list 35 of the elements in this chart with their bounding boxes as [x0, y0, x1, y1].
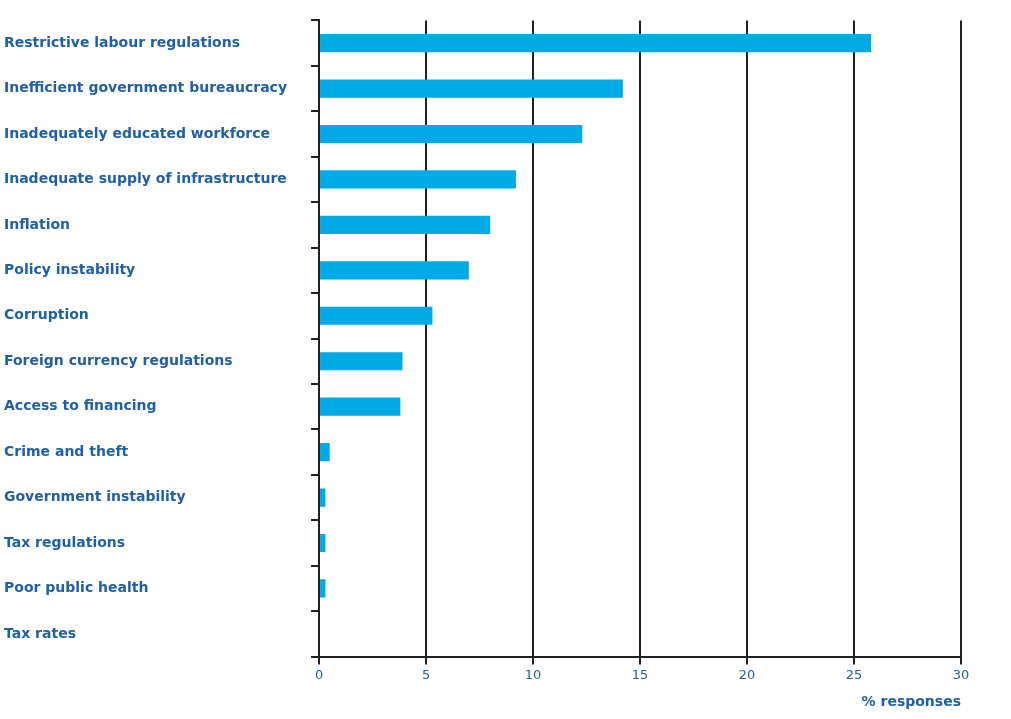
y-tick-label: Access to financing — [4, 397, 157, 414]
y-tick-label: Poor public health — [4, 579, 149, 596]
x-tick-label: 5 — [421, 666, 431, 682]
bar — [320, 488, 326, 507]
bar — [320, 124, 583, 144]
y-tick-label: Inadequate supply of infrastructure — [4, 170, 287, 187]
bar — [320, 352, 403, 371]
bar — [320, 34, 872, 53]
y-tick-label: Inflation — [4, 215, 71, 232]
y-tick-label: Restrictive labour regulations — [4, 33, 240, 50]
bar — [320, 306, 433, 325]
y-tick-label: Policy instability — [4, 260, 136, 277]
y-tick-label: Inadequately educated workforce — [4, 124, 271, 141]
bar — [320, 397, 401, 416]
x-tick-label: 20 — [738, 666, 756, 682]
x-tick-label: 10 — [524, 666, 542, 682]
x-tick-label: 30 — [952, 666, 970, 682]
bar — [320, 215, 491, 234]
bar — [320, 79, 623, 98]
y-tick-label: Government instability — [4, 488, 186, 505]
y-tick-label: Tax regulations — [4, 533, 126, 550]
bar — [320, 170, 516, 189]
x-tick-label: 25 — [845, 666, 863, 682]
y-tick-label: Corruption — [4, 306, 89, 323]
bar — [320, 261, 469, 280]
x-axis-title: % responses — [861, 693, 961, 710]
y-tick-label: Inefficient government bureaucracy — [4, 79, 288, 96]
y-tick-label: Tax rates — [4, 624, 76, 641]
x-tick-label: 0 — [314, 666, 324, 682]
y-tick-label: Foreign currency regulations — [4, 351, 233, 368]
bar — [320, 443, 330, 462]
bar — [320, 533, 326, 553]
y-tick-label: Crime and theft — [4, 442, 129, 459]
bar — [320, 579, 326, 598]
x-tick-label: 15 — [631, 666, 649, 682]
